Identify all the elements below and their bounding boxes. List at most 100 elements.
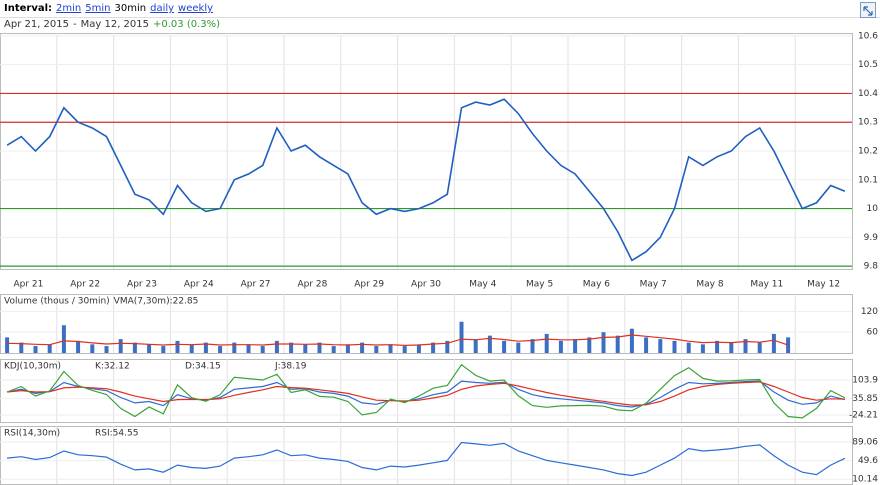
volume-bar <box>686 342 691 353</box>
x-tick-label: May 8 <box>696 280 723 290</box>
y-tick-label: 9.9 <box>864 233 879 243</box>
volume-bar <box>331 346 336 353</box>
volume-bar <box>76 340 81 353</box>
volume-bar <box>19 342 24 353</box>
y-tick-label: 10.1 <box>858 175 878 185</box>
volume-bar <box>771 333 776 353</box>
legend-entry: RSI:54.55 <box>95 429 138 439</box>
legend-entry: K:32.12 <box>95 362 130 372</box>
volume-bar <box>189 344 194 353</box>
volume-bar <box>274 340 279 353</box>
series-line <box>7 441 846 477</box>
series-line <box>6 380 846 408</box>
y-tick-label: 120 <box>861 307 878 317</box>
price-change: +0.03 (0.3%) <box>153 19 221 30</box>
volume-bar <box>47 344 52 353</box>
y-tick-label: 49.6 <box>858 456 878 466</box>
x-tick-label: Apr 23 <box>127 280 157 290</box>
x-tick-label: Apr 29 <box>354 280 384 290</box>
expand-button[interactable] <box>860 2 876 18</box>
y-tick-label: 89.06 <box>852 438 878 448</box>
x-tick-label: May 4 <box>469 280 496 290</box>
volume-bar <box>118 339 123 353</box>
volume-bar <box>473 339 478 353</box>
x-tick-label: Apr 28 <box>297 280 327 290</box>
volume-bar <box>700 344 705 353</box>
volume-bar <box>175 340 180 353</box>
y-tick-label: 35.85 <box>852 394 878 404</box>
x-tick-label: May 12 <box>807 280 840 290</box>
volume-bar <box>757 342 762 353</box>
volume-bar <box>5 337 10 353</box>
y-tick-label: 60 <box>867 328 879 338</box>
volume-bar <box>246 344 251 353</box>
y-tick-label: 10 <box>867 204 879 214</box>
volume-bar <box>303 344 308 353</box>
volume-bar <box>629 328 634 353</box>
volume-bar <box>132 342 137 353</box>
legend-entry: D:34.15 <box>185 362 221 372</box>
volume-bar <box>786 337 791 353</box>
x-tick-label: Apr 22 <box>70 280 100 290</box>
x-tick-label: May 7 <box>640 280 667 290</box>
panel-title: KDJ(10,30m) <box>4 362 61 372</box>
series-line <box>7 334 789 347</box>
volume-bar <box>644 337 649 353</box>
volume-bar <box>317 342 322 353</box>
volume-bar <box>431 342 436 353</box>
volume-bar <box>61 325 66 353</box>
volume-bar <box>345 344 350 353</box>
panel-frame <box>0 359 853 423</box>
volume-bar <box>601 332 606 353</box>
range-separator: - <box>73 19 77 30</box>
range-start: Apr 21, 2015 <box>4 19 70 30</box>
volume-bar <box>459 321 464 353</box>
volume-bar <box>516 342 521 353</box>
x-tick-label: Apr 24 <box>184 280 214 290</box>
y-tick-label: 10.4 <box>858 89 878 99</box>
interval-selected: 30min <box>114 3 147 14</box>
series-line <box>7 381 845 406</box>
y-tick-label: 10.6 <box>858 31 878 41</box>
range-bar: Apr 21, 2015- May 12, 2015 +0.03 (0.3%) <box>0 18 880 32</box>
x-tick-label: May 11 <box>750 280 783 290</box>
volume-bar <box>729 342 734 353</box>
volume-bar <box>587 337 592 353</box>
volume-bar <box>289 342 294 353</box>
volume-bar <box>672 340 677 353</box>
volume-bar <box>147 344 152 353</box>
volume-bar <box>487 335 492 353</box>
volume-bar <box>218 346 223 353</box>
volume-bar <box>544 333 549 353</box>
volume-bar <box>530 339 535 353</box>
x-tick-label: Apr 30 <box>411 280 441 290</box>
y-tick-label: 10.2 <box>858 147 878 157</box>
volume-bar <box>715 340 720 353</box>
volume-bar <box>161 346 166 353</box>
panel-title: Volume (thous / 30min) <box>4 297 110 307</box>
volume-bar <box>416 344 421 353</box>
y-tick-label: 10.3 <box>858 118 878 128</box>
interval-link[interactable]: daily <box>150 3 175 14</box>
volume-bar <box>90 344 95 353</box>
volume-bar <box>615 335 620 353</box>
volume-bar <box>558 340 563 353</box>
series-line <box>6 98 846 262</box>
y-tick-label: 9.8 <box>864 262 879 272</box>
legend-entry: J:38.19 <box>274 362 307 372</box>
interval-link[interactable]: 2min <box>56 3 82 14</box>
x-tick-label: May 6 <box>583 280 610 290</box>
volume-bar <box>360 342 365 353</box>
volume-bar <box>203 342 208 353</box>
volume-bar <box>232 342 237 353</box>
panel-title: RSI(14,30m) <box>4 429 60 439</box>
volume-bar <box>402 346 407 353</box>
interval-link[interactable]: 5min <box>85 3 111 14</box>
series-line <box>6 363 846 419</box>
volume-bar <box>33 346 38 353</box>
volume-bar <box>388 344 393 353</box>
volume-bar <box>743 339 748 353</box>
interval-link[interactable]: weekly <box>178 3 214 14</box>
y-tick-label: 10.14 <box>852 475 878 485</box>
